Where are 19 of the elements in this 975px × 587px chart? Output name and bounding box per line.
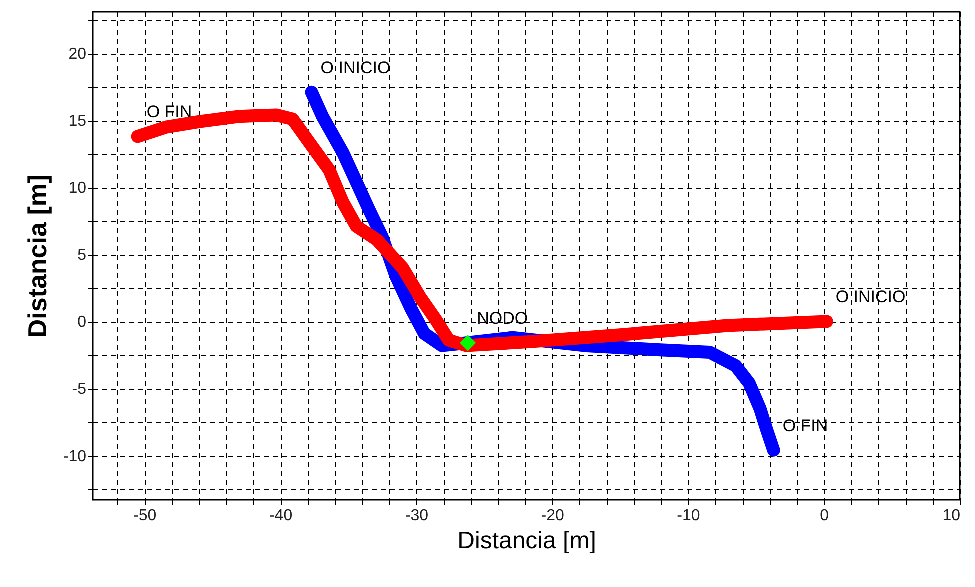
x-tick-label: 10 [942,508,961,524]
y-tick-label: -10 [63,448,87,466]
y-tick-label: 0 [78,314,87,332]
y-tick-label: -5 [72,381,87,398]
annotation: O INICIO [836,288,906,307]
y-tick-label: 5 [78,247,87,264]
annotation: O FIN [146,102,192,122]
x-tick-label: -20 [541,508,564,524]
x-tick-label: -50 [134,508,157,524]
x-tick-label: 0 [820,508,830,524]
x-tick-label: -40 [269,508,293,524]
y-tick-label: 20 [68,46,87,64]
x-tick-label: -30 [405,508,429,524]
x-axis-title: Distancia [m] [458,528,596,554]
y-tick-label: 15 [68,113,87,130]
y-tick-label: 10 [68,180,87,198]
x-tick-label: -10 [677,508,700,524]
annotation: O INICIO [320,58,391,78]
y-axis-title: Distancia [m] [22,174,52,338]
